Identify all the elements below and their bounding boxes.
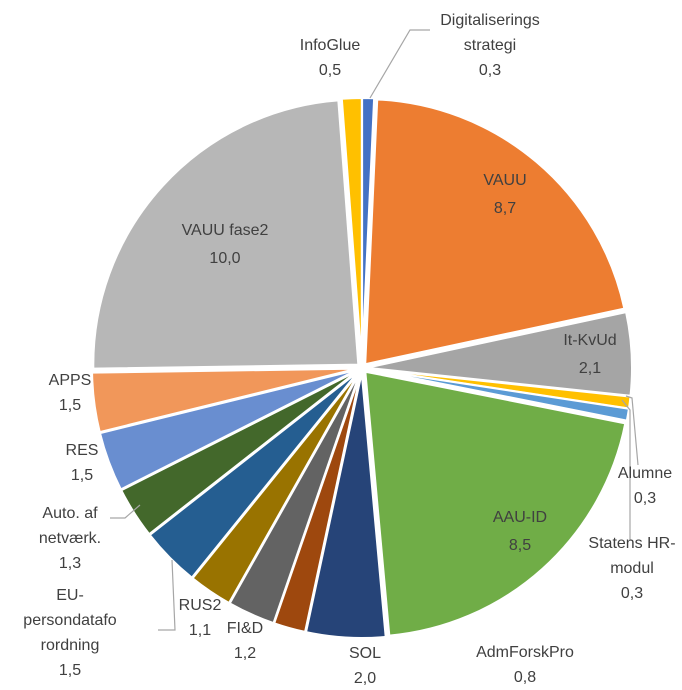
label-line: Auto. af (42, 505, 98, 522)
label-line: rordning (41, 637, 100, 654)
label-line: netværk. (39, 530, 101, 547)
value-label: 0,3 (479, 62, 501, 79)
value-label: 0,8 (514, 669, 536, 686)
label-line: RES (66, 442, 99, 459)
pie-slice (364, 370, 627, 637)
value-label: 1,1 (189, 622, 211, 639)
label-line: FI&D (227, 620, 263, 637)
value-label: 2,1 (579, 360, 601, 377)
pie-slice (304, 372, 387, 639)
pie-slice (340, 97, 363, 364)
label-line: VAUU (483, 172, 526, 189)
category-label: InfoGlue (300, 37, 361, 54)
category-label: APPS (49, 372, 92, 389)
category-label: VAUU fase2 (182, 222, 269, 239)
category-label: Statens HR-modul (588, 535, 675, 577)
value-label: 1,5 (71, 467, 93, 484)
label-line: modul (610, 560, 654, 577)
value-label: 0,3 (621, 585, 643, 602)
value-label: 8,7 (494, 200, 516, 217)
value-label: 1,5 (59, 397, 81, 414)
pie-slice (148, 370, 360, 580)
leader-line (369, 29, 430, 99)
category-label: Alumne (618, 465, 672, 482)
category-label: It-KvUd (563, 332, 616, 349)
label-line: persondatafo (23, 612, 117, 629)
value-label: 1,3 (59, 555, 81, 572)
category-label: SOL (349, 645, 381, 662)
label-line: It-KvUd (563, 332, 616, 349)
labels: Digitaliserings strategi 0,3 VAUU 8,7 It-KvUd… (23, 12, 675, 687)
category-label: VAUU (483, 172, 526, 189)
pie-slice (91, 367, 358, 434)
pie-slice (92, 99, 360, 370)
value-label: 0,3 (634, 490, 656, 507)
value-label: 1,2 (234, 645, 256, 662)
label-line: Digitaliserings (440, 12, 540, 29)
label-line: Statens HR- (588, 535, 675, 552)
label-line: AAU-ID (493, 509, 547, 526)
label-line: RUS2 (179, 597, 222, 614)
category-label: Auto. af netværk. (39, 505, 101, 547)
pie-slice (119, 369, 359, 536)
category-label: AdmForskPro (476, 644, 574, 661)
value-label: 8,5 (509, 537, 531, 554)
leader-line (158, 559, 176, 631)
label-line: InfoGlue (300, 37, 361, 54)
pie (91, 97, 633, 639)
pie-slice (364, 98, 626, 366)
value-label: 2,0 (354, 670, 376, 687)
value-label: 1,5 (59, 662, 81, 679)
category-label: RES (66, 442, 99, 459)
leader-lines (110, 29, 639, 631)
label-line: AdmForskPro (476, 644, 574, 661)
label-line: EU- (56, 587, 84, 604)
category-label: AAU-ID (493, 509, 547, 526)
leader-line (625, 395, 639, 466)
category-label: EU-persondatafo rordning (23, 587, 117, 654)
label-line: SOL (349, 645, 381, 662)
value-label: 10,0 (209, 250, 240, 267)
label-line: Alumne (618, 465, 672, 482)
label-line: strategi (464, 37, 516, 54)
leader-line (621, 399, 631, 540)
category-label: Digitaliserings strategi (440, 12, 540, 54)
leader-line (110, 504, 141, 519)
value-label: 0,5 (319, 62, 341, 79)
label-line: VAUU fase2 (182, 222, 269, 239)
category-label: RUS2 (179, 597, 222, 614)
category-label: FI&D (227, 620, 263, 637)
pie-slice (98, 368, 358, 491)
label-line: APPS (49, 372, 92, 389)
